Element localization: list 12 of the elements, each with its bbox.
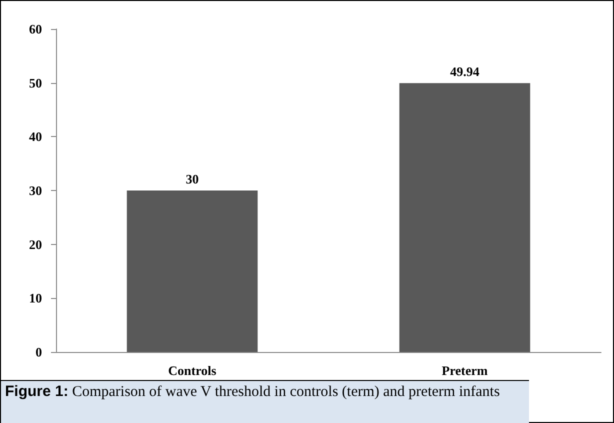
y-tick-label: 0	[36, 344, 42, 360]
y-tick-label: 10	[29, 290, 42, 306]
caption: Figure 1: Comparison of wave V threshold in controls (term) and preterm infants	[5, 382, 501, 402]
data-label: 30	[186, 172, 199, 186]
x-tick-label: Controls	[168, 363, 216, 378]
y-tick-label: 30	[29, 183, 42, 198]
data-label: 49.94	[450, 64, 480, 80]
y-tick-label: 60	[29, 22, 42, 36]
x-tick-label: Preterm	[442, 363, 488, 378]
y-tick-label: 40	[29, 129, 42, 144]
y-tick-label: 50	[29, 75, 42, 90]
y-tick-label: 20	[29, 236, 42, 252]
